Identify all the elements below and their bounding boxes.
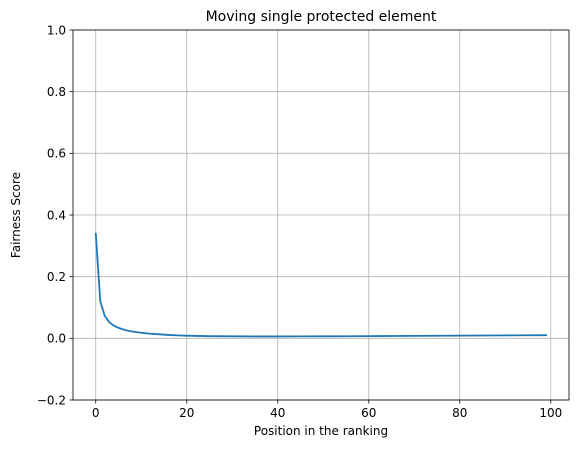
grid-lines [73,29,569,401]
x-tick-label: 100 [539,406,562,420]
x-tick-label: 80 [452,406,467,420]
y-tick-label: 0.2 [47,270,66,284]
y-tick-label: 0.6 [47,147,66,161]
y-tick-label: 0.0 [47,332,66,346]
y-tick-label: 0.4 [47,208,66,222]
chart-title: Moving single protected element [206,9,437,25]
fairness-score-line [94,232,548,338]
y-tick-label: 0.8 [47,85,66,99]
x-tick-label: 40 [270,406,285,420]
y-tick-label: −0.2 [37,393,66,407]
x-tick-label: 60 [361,406,376,420]
x-axis-label: Position in the ranking [254,424,388,438]
x-tick-label: 0 [92,406,100,420]
y-axis-label: Fairness Score [9,172,23,258]
tick-layer: 0 20 40 60 80 100 −0.2 0.0 0.2 0.4 0.6 0.8 1.0 [37,23,562,420]
series-layer [94,232,548,338]
x-tick-label: 20 [179,406,194,420]
y-tick-label: 1.0 [47,23,66,37]
